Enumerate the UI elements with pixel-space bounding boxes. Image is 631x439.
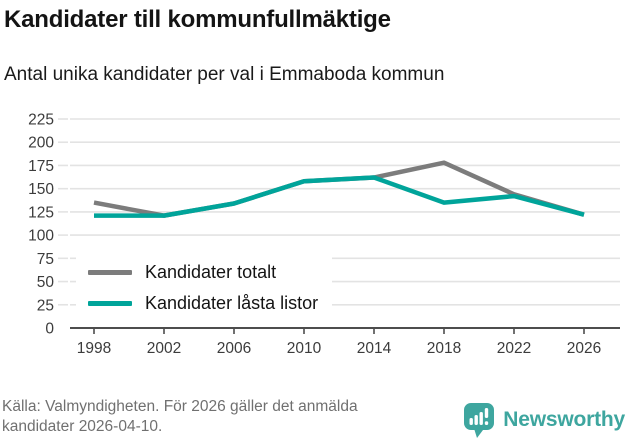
- legend-label-lasta-listor: Kandidater låsta listor: [145, 292, 319, 313]
- y-tick-label-100: 100: [28, 228, 54, 245]
- newsworthy-logo-icon: [464, 403, 495, 438]
- chart-subtitle: Antal unika kandidater per val i Emmabod…: [4, 64, 445, 85]
- x-tick-label-2022: 2022: [497, 340, 531, 357]
- newsworthy-brand: Newsworthy: [463, 402, 625, 438]
- y-tick-label-0: 0: [45, 321, 54, 338]
- y-tick-label-200: 200: [28, 135, 54, 152]
- x-tick-label-2026: 2026: [567, 340, 601, 357]
- y-tick-label-175: 175: [28, 158, 54, 175]
- logo-bar-3: [479, 412, 484, 425]
- y-tick-label-125: 125: [28, 204, 54, 221]
- y-tick-label-150: 150: [28, 181, 54, 198]
- logo-bubble: [464, 403, 495, 438]
- y-tick-label-75: 75: [37, 251, 54, 268]
- y-tick-label-225: 225: [28, 112, 54, 129]
- source-note-line-2: kandidater 2026-04-10.: [2, 418, 163, 435]
- logo-bar-1: [469, 418, 474, 425]
- x-tick-label-2010: 2010: [287, 340, 322, 357]
- logo-exclamation-dot: [485, 421, 489, 425]
- x-tick-label-2014: 2014: [357, 340, 392, 357]
- chart-footer: Källa: Valmyndigheten. För 2026 gäller d…: [2, 394, 631, 439]
- legend-item-lasta-listor: Kandidater låsta listor: [88, 291, 318, 315]
- logo-exclamation-stem: [485, 408, 489, 418]
- source-note: Källa: Valmyndigheten. För 2026 gäller d…: [2, 397, 358, 437]
- legend-label-totalt: Kandidater totalt: [145, 261, 277, 282]
- x-tick-label-1998: 1998: [77, 340, 111, 357]
- chart-legend: Kandidater totalt Kandidater låsta listo…: [76, 253, 333, 324]
- legend-item-totalt: Kandidater totalt: [88, 260, 318, 284]
- legend-swatch-lasta-listor: [88, 300, 132, 306]
- logo-bar-2: [474, 415, 479, 425]
- legend-swatch-totalt: [88, 269, 132, 275]
- series-line-lasta-listor: [94, 175, 585, 218]
- source-note-line-1: Källa: Valmyndigheten. För 2026 gäller d…: [2, 398, 358, 415]
- chart-title: Kandidater till kommunfullmäktige: [4, 6, 391, 33]
- y-tick-label-50: 50: [37, 274, 55, 291]
- x-tick-label-2002: 2002: [147, 340, 181, 357]
- x-tick-label-2018: 2018: [427, 340, 461, 357]
- x-tick-label-2006: 2006: [217, 340, 251, 357]
- brand-name: Newsworthy: [503, 408, 625, 431]
- y-tick-label-25: 25: [37, 297, 54, 314]
